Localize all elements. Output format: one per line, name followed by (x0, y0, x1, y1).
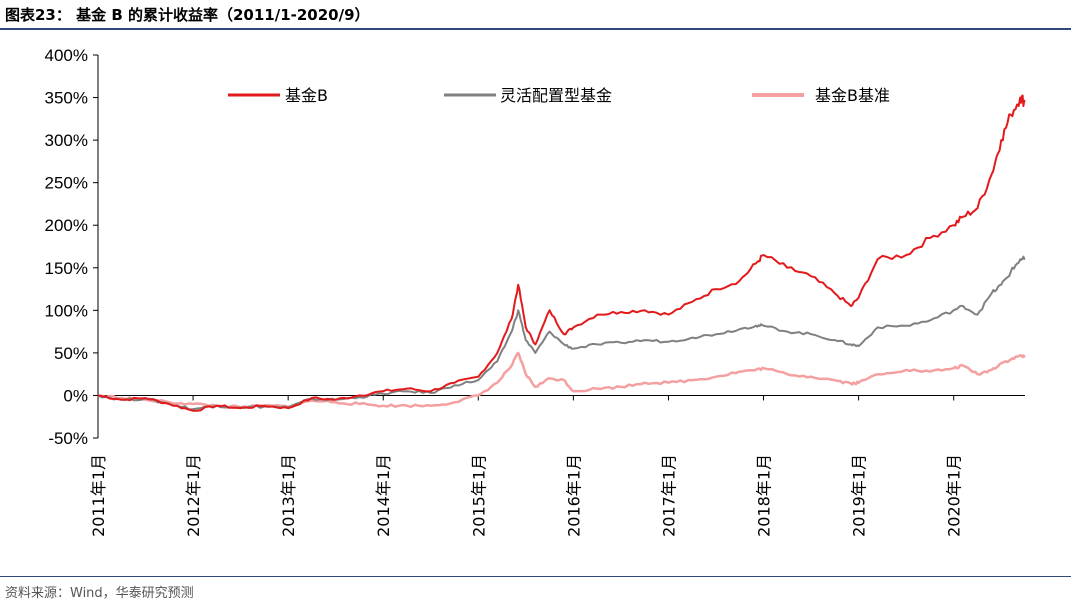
y-tick-label: 50% (54, 344, 88, 363)
x-tick-label: 2017年1月 (659, 454, 678, 537)
y-tick-label: 150% (45, 259, 88, 278)
x-tick-label: 2020年1月 (945, 454, 964, 537)
x-tick-label: 2015年1月 (469, 454, 488, 537)
y-tick-label: -50% (48, 429, 88, 448)
axes: 400%350%300%250%200%150%100%50%0%-50%201… (45, 46, 1025, 537)
x-tick-label: 2012年1月 (184, 454, 203, 537)
series-line-2 (97, 351, 1026, 409)
legend: 基金B 灵活配置型基金 基金B基准 (228, 86, 890, 105)
y-tick-label: 400% (45, 46, 88, 65)
bottom-rule (0, 576, 1071, 577)
title-bar: 图表23： 基金 B 的累计收益率（2011/1-2020/9） (0, 0, 1071, 30)
y-tick-label: 200% (45, 216, 88, 235)
y-tick-label: 0% (63, 386, 88, 405)
x-tick-label: 2016年1月 (564, 454, 583, 537)
x-tick-label: 2011年1月 (89, 454, 108, 537)
y-tick-label: 250% (45, 174, 88, 193)
y-tick-label: 300% (45, 131, 88, 150)
series-lines (97, 94, 1026, 412)
series-line-0 (97, 94, 1026, 412)
series-line-1 (97, 255, 1026, 411)
legend-label: 灵活配置型基金 (500, 86, 612, 105)
chart-title: 图表23： 基金 B 的累计收益率（2011/1-2020/9） (5, 6, 370, 24)
legend-label: 基金B (285, 86, 328, 105)
title-rule (0, 28, 1071, 30)
x-tick-label: 2019年1月 (850, 454, 869, 537)
x-tick-label: 2018年1月 (755, 454, 774, 537)
x-tick-label: 2013年1月 (279, 454, 298, 537)
y-tick-label: 350% (45, 89, 88, 108)
y-tick-label: 100% (45, 301, 88, 320)
x-tick-label: 2014年1月 (374, 454, 393, 537)
source-note: 资料来源：Wind，华泰研究预测 (5, 586, 194, 601)
legend-label: 基金B基准 (815, 86, 890, 105)
